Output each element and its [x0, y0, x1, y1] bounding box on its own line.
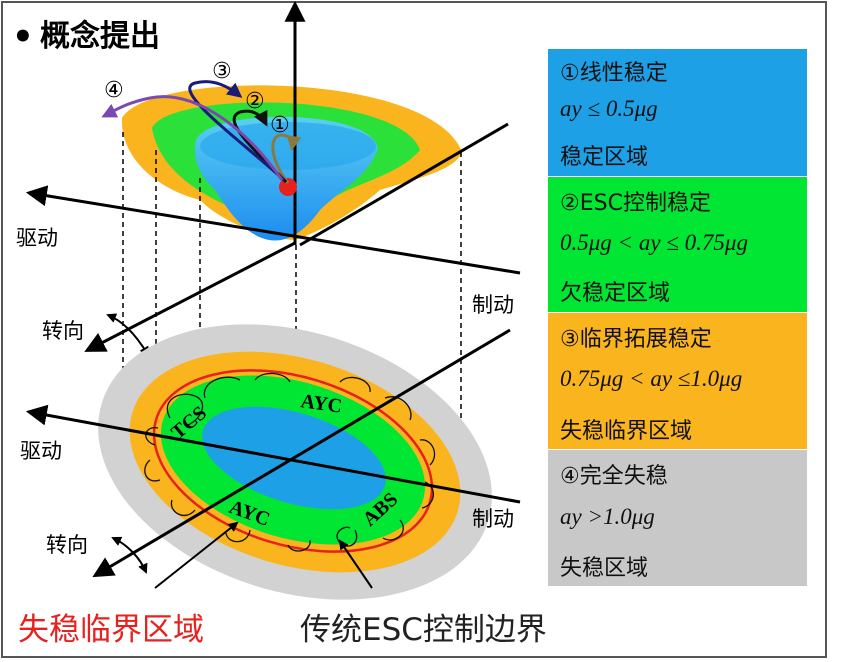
trajectory-label-2: ② — [245, 89, 265, 114]
legend-critical: ③临界拓展稳定 0.75μg < ay ≤1.0μg 失稳临界区域 — [548, 313, 807, 449]
legend-stable: ①线性稳定 ay ≤ 0.5μg 稳定区域 — [548, 49, 807, 176]
operating-point — [279, 178, 297, 196]
legend-stable-region: 稳定区域 — [560, 145, 649, 170]
boundary-loops — [144, 372, 436, 552]
legend-unstable-condition: ay >1.0μg — [560, 504, 655, 529]
legend-unstable-region: 失稳区域 — [560, 556, 649, 581]
legend-critical-condition: 0.75μg < ay ≤1.0μg — [560, 366, 743, 391]
legend-critical-region: 失稳临界区域 — [560, 419, 693, 444]
callout-critical-region — [154, 521, 239, 589]
legend-esc: ②ESC控制稳定 0.5μg < ay ≤ 0.75μg 欠稳定区域 — [548, 177, 807, 312]
lower-steer-rotation — [111, 536, 148, 574]
upper-drive-label: 驱动 — [16, 226, 58, 250]
trajectory-4 — [101, 95, 284, 181]
legend-esc-condition: 0.5μg < ay ≤ 0.75μg — [560, 230, 748, 255]
upper-brake-label: 制动 — [472, 293, 514, 317]
trajectory-label-1: ① — [270, 113, 290, 138]
lower-steer-label: 转向 — [46, 533, 88, 557]
upper-drive-axis — [25, 185, 521, 275]
heading-title: 概念提出 — [40, 19, 160, 54]
esc-boundary-curve — [152, 369, 434, 553]
upper-brake-axis — [299, 122, 509, 247]
trajectory-3 — [188, 80, 286, 182]
legend-esc-region: 欠稳定区域 — [560, 281, 671, 306]
trajectory-label-4: ④ — [104, 78, 124, 103]
callout-esc-boundary — [338, 539, 373, 589]
legend-critical-title: ③临界拓展稳定 — [560, 327, 712, 352]
esc-boundary-label: 传统ESC控制边界 — [300, 612, 547, 648]
legend-unstable-title: ④完全失稳 — [560, 464, 668, 489]
upper-steer-label: 转向 — [42, 319, 84, 343]
trajectory-2 — [232, 109, 288, 184]
trajectory-label-3: ③ — [212, 59, 232, 84]
lower-steer-axis — [92, 328, 511, 578]
lower-drive-label: 驱动 — [20, 439, 62, 463]
heading-bullet: • — [12, 17, 34, 57]
critical-region-label: 失稳临界区域 — [18, 612, 204, 648]
legend-stable-title: ①线性稳定 — [560, 61, 668, 86]
legend-unstable: ④完全失稳 ay >1.0μg 失稳区域 — [548, 450, 807, 586]
legend-esc-title: ②ESC控制稳定 — [560, 191, 711, 216]
legend-stable-condition: ay ≤ 0.5μg — [560, 96, 658, 121]
trajectory-1 — [271, 133, 302, 184]
lower-brake-label: 制动 — [472, 507, 514, 531]
outer-frame — [1, 1, 827, 658]
lower-drive-axis — [25, 404, 521, 504]
